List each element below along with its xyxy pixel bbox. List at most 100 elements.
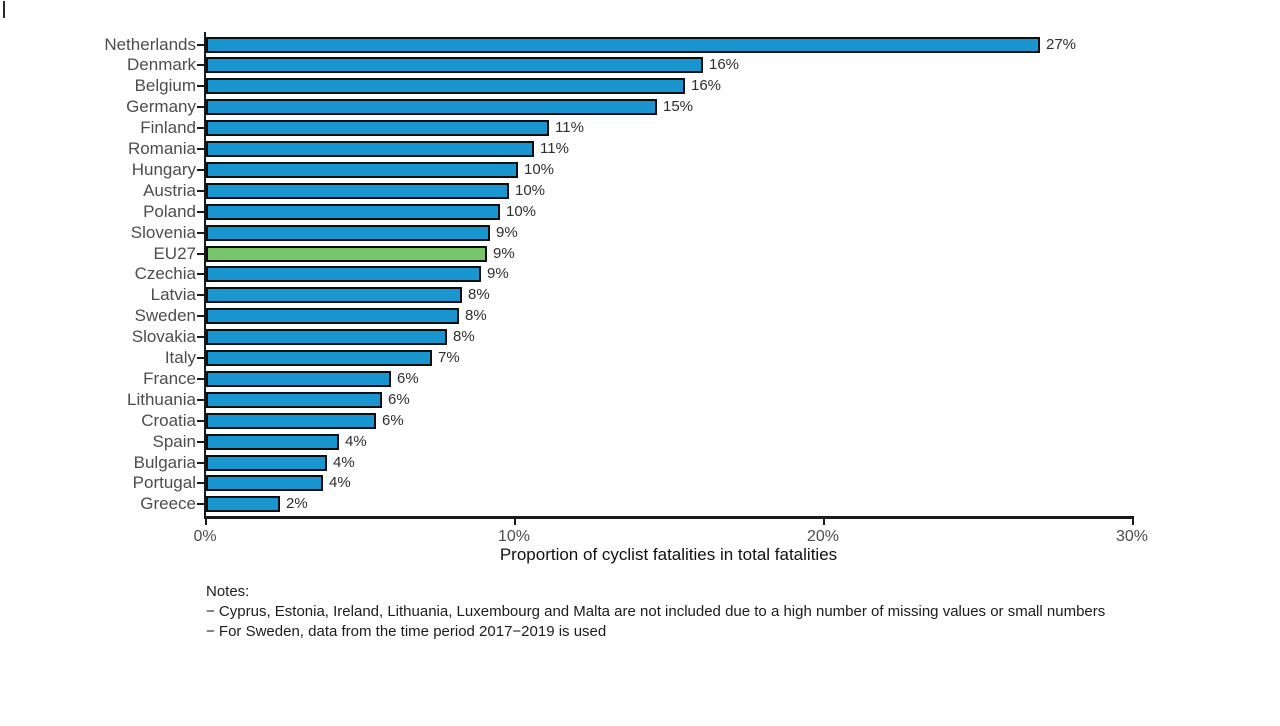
- y-tick: [197, 43, 204, 46]
- bar-belgium: [206, 78, 685, 95]
- y-tick: [197, 377, 204, 380]
- x-tick-label: 10%: [497, 528, 531, 545]
- x-tick: [514, 519, 516, 525]
- notes-lines: − Cyprus, Estonia, Ireland, Lithuania, L…: [206, 602, 1106, 642]
- value-label: 10%: [506, 202, 537, 220]
- value-label: 27%: [1046, 35, 1077, 53]
- notes-block: Notes: − Cyprus, Estonia, Ireland, Lithu…: [206, 582, 1106, 642]
- value-label: 6%: [388, 390, 410, 408]
- value-label: 4%: [345, 432, 367, 450]
- bar-finland: [206, 120, 549, 137]
- country-label: Latvia: [150, 285, 196, 305]
- value-label: 10%: [524, 160, 555, 178]
- bar-hungary: [206, 161, 518, 178]
- country-label: Poland: [143, 201, 196, 221]
- country-label: Czechia: [134, 264, 196, 284]
- y-tick: [197, 168, 204, 171]
- bar-germany: [206, 99, 657, 116]
- country-label: Greece: [140, 494, 196, 514]
- value-label: 10%: [515, 181, 546, 199]
- country-label: Germany: [126, 97, 196, 117]
- x-tick-label: 30%: [1115, 528, 1149, 545]
- y-tick: [197, 440, 204, 443]
- country-label: Slovakia: [131, 327, 196, 347]
- bar-netherlands: [206, 36, 1040, 53]
- value-label: 2%: [286, 495, 308, 513]
- country-label: Sweden: [134, 306, 196, 326]
- notes-title: Notes:: [206, 583, 250, 600]
- bar-romania: [206, 141, 534, 157]
- country-label: Croatia: [141, 410, 196, 430]
- bar-eu27: [206, 245, 487, 262]
- bar-slovakia: [206, 329, 447, 346]
- country-label: Belgium: [134, 76, 196, 96]
- y-tick: [197, 503, 204, 506]
- country-label: Bulgaria: [133, 452, 196, 472]
- y-tick: [197, 127, 204, 130]
- country-label: Spain: [152, 431, 196, 451]
- x-tick: [205, 519, 207, 525]
- x-tick: [823, 519, 825, 525]
- bar-slovenia: [206, 224, 490, 241]
- y-axis-line: [204, 32, 206, 519]
- x-axis-title: Proportion of cyclist fatalities in tota…: [499, 545, 838, 564]
- country-label: France: [143, 368, 196, 388]
- bar-czechia: [206, 266, 481, 283]
- bar-croatia: [206, 412, 376, 429]
- value-label: 8%: [453, 328, 475, 346]
- note-line: − Cyprus, Estonia, Ireland, Lithuania, L…: [206, 603, 1106, 620]
- country-label: Lithuania: [126, 389, 196, 409]
- value-label: 4%: [329, 474, 351, 492]
- y-tick: [197, 231, 204, 234]
- y-tick: [197, 273, 204, 276]
- y-tick: [197, 398, 204, 401]
- y-tick: [197, 85, 204, 88]
- value-label: 8%: [468, 286, 490, 304]
- x-axis-line: [204, 516, 1134, 519]
- value-label: 4%: [333, 453, 355, 471]
- bar-greece: [206, 496, 280, 513]
- value-label: 15%: [663, 98, 694, 116]
- country-label: Netherlands: [104, 34, 196, 54]
- value-label: 16%: [709, 56, 740, 74]
- bar-bulgaria: [206, 454, 327, 471]
- y-tick: [197, 357, 204, 359]
- country-label: Romania: [127, 139, 196, 158]
- x-tick-label: 20%: [806, 528, 840, 545]
- value-label: 9%: [496, 223, 518, 241]
- y-tick: [197, 210, 204, 213]
- country-label: EU27: [153, 243, 196, 263]
- country-label: Slovenia: [130, 222, 196, 242]
- y-tick: [197, 106, 204, 109]
- country-label: Hungary: [131, 159, 196, 179]
- cursor-artifact: [3, 1, 5, 18]
- value-label: 7%: [438, 349, 460, 366]
- value-label: 11%: [555, 119, 584, 137]
- y-tick: [197, 148, 204, 150]
- bar-italy: [206, 350, 432, 366]
- country-label: Austria: [143, 180, 196, 200]
- note-line: − For Sweden, data from the time period …: [206, 623, 607, 640]
- y-tick: [197, 252, 204, 255]
- value-label: 11%: [540, 140, 569, 157]
- value-label: 6%: [397, 369, 419, 387]
- bar-portugal: [206, 475, 323, 492]
- x-tick: [1132, 519, 1134, 525]
- bar-latvia: [206, 287, 462, 304]
- bar-lithuania: [206, 391, 382, 408]
- value-label: 8%: [465, 307, 487, 325]
- value-label: 6%: [382, 411, 404, 429]
- bar-austria: [206, 182, 509, 199]
- bar-sweden: [206, 308, 459, 325]
- value-label: 16%: [691, 77, 722, 95]
- bar-poland: [206, 203, 500, 220]
- bar-spain: [206, 433, 339, 450]
- y-tick: [197, 461, 204, 464]
- y-tick: [197, 315, 204, 318]
- country-label: Italy: [164, 348, 196, 367]
- y-tick: [197, 419, 204, 422]
- country-label: Finland: [140, 118, 196, 138]
- country-label: Denmark: [127, 55, 196, 75]
- y-tick: [197, 294, 204, 297]
